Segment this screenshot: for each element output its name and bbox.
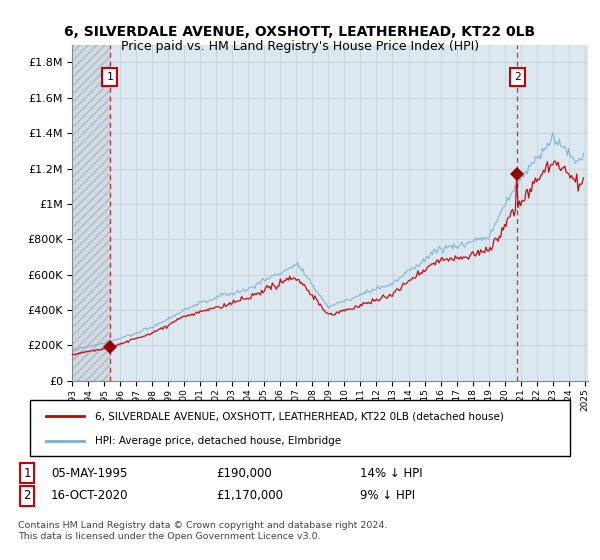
FancyBboxPatch shape (30, 400, 570, 456)
Text: 16-OCT-2020: 16-OCT-2020 (51, 489, 128, 502)
Text: 05-MAY-1995: 05-MAY-1995 (51, 466, 127, 480)
Text: 9% ↓ HPI: 9% ↓ HPI (360, 489, 415, 502)
Text: 2: 2 (23, 489, 31, 502)
Text: £190,000: £190,000 (216, 466, 272, 480)
Text: HPI: Average price, detached house, Elmbridge: HPI: Average price, detached house, Elmb… (95, 436, 341, 446)
Text: Contains HM Land Registry data © Crown copyright and database right 2024.
This d: Contains HM Land Registry data © Crown c… (18, 521, 388, 540)
Text: 1: 1 (106, 72, 113, 82)
Text: Price paid vs. HM Land Registry's House Price Index (HPI): Price paid vs. HM Land Registry's House … (121, 40, 479, 53)
Text: 14% ↓ HPI: 14% ↓ HPI (360, 466, 422, 480)
Text: 2: 2 (514, 72, 521, 82)
Text: 6, SILVERDALE AVENUE, OXSHOTT, LEATHERHEAD, KT22 0LB (detached house): 6, SILVERDALE AVENUE, OXSHOTT, LEATHERHE… (95, 411, 503, 421)
Text: 6, SILVERDALE AVENUE, OXSHOTT, LEATHERHEAD, KT22 0LB: 6, SILVERDALE AVENUE, OXSHOTT, LEATHERHE… (64, 25, 536, 39)
Bar (72, 45, 110, 381)
Text: £1,170,000: £1,170,000 (216, 489, 283, 502)
Text: 1: 1 (23, 466, 31, 480)
